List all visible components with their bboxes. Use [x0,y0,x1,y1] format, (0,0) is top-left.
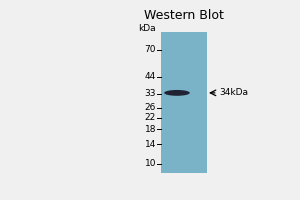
Ellipse shape [164,90,190,96]
Text: 22: 22 [145,113,156,122]
Text: 26: 26 [145,103,156,112]
Text: Western Blot: Western Blot [144,9,224,22]
Text: 33: 33 [145,89,156,98]
Text: 18: 18 [145,125,156,134]
Text: 34kDa: 34kDa [219,88,248,97]
Text: 14: 14 [145,140,156,149]
Text: 10: 10 [145,159,156,168]
Bar [161,32,207,173]
Text: kDa: kDa [138,24,156,33]
Text: 70: 70 [145,45,156,54]
Text: 44: 44 [145,72,156,81]
